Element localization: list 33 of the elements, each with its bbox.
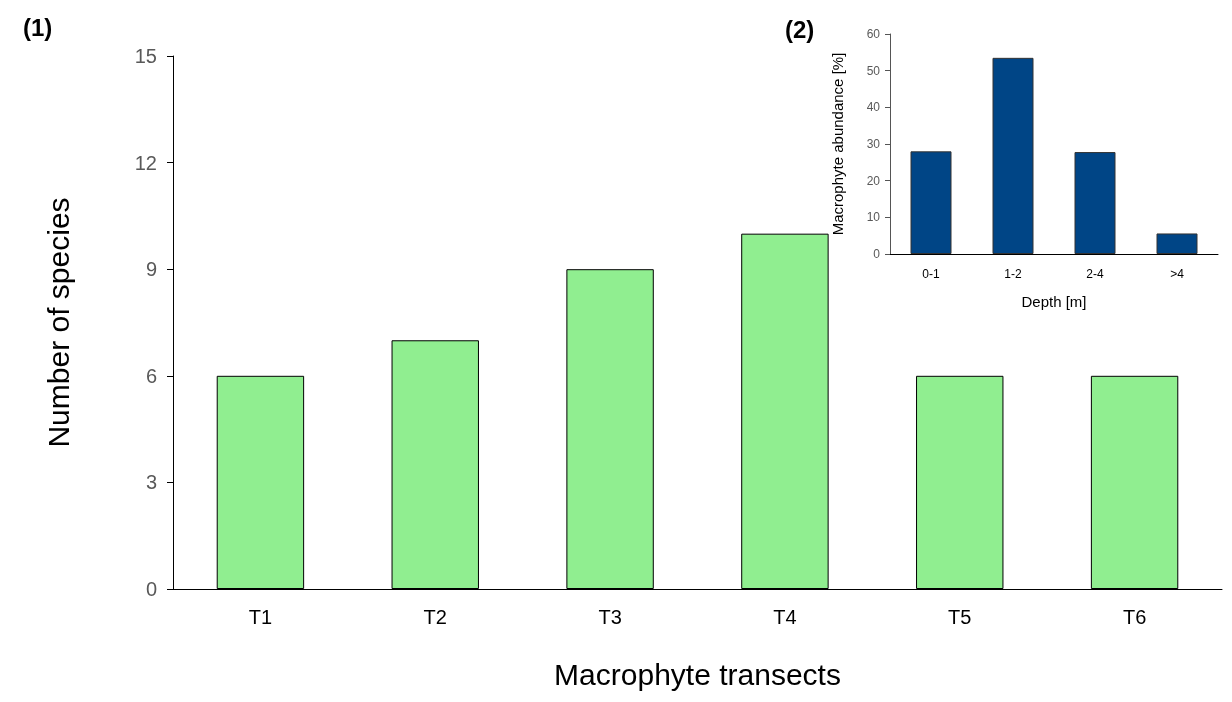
y-tick-label: 3: [145, 471, 157, 494]
x-tick-label: 0-1: [922, 267, 940, 281]
y-tick-label: 30: [866, 137, 881, 151]
x-tick-label: T4: [773, 606, 797, 628]
x-tick-label: >4: [1170, 267, 1185, 281]
y-axis-title: Macrophyte abundance [%]: [829, 52, 846, 236]
bar: [1156, 233, 1198, 254]
chart-title: (1): [23, 13, 53, 41]
x-axis-title: Macrophyte transects: [554, 657, 841, 691]
x-tick-label: T5: [948, 606, 972, 628]
y-tick-label: 0: [873, 247, 881, 261]
y-tick-label: 9: [145, 258, 157, 281]
bar: [992, 57, 1034, 254]
bar: [1074, 152, 1116, 254]
bar: [910, 151, 952, 254]
y-tick-label: 40: [866, 100, 881, 115]
y-tick-label: 15: [134, 45, 157, 67]
y-tick-label: 10: [866, 210, 881, 225]
y-tick-label: 20: [866, 173, 881, 188]
y-tick-label: 50: [866, 63, 881, 78]
x-tick-label: T2: [423, 606, 447, 628]
x-tick-label: T3: [598, 606, 622, 628]
x-tick-label: T6: [1122, 606, 1147, 628]
y-tick-label: 0: [145, 578, 157, 600]
x-axis-title: Depth [m]: [1021, 293, 1087, 310]
y-tick-label: 60: [866, 27, 881, 41]
x-tick-label: T1: [248, 606, 273, 628]
y-tick-label: 12: [134, 151, 157, 174]
x-tick-label: 1-2: [1004, 267, 1022, 281]
y-tick-label: 6: [145, 364, 157, 387]
y-axis-title: Number of species: [41, 197, 75, 448]
x-tick-label: 2-4: [1086, 267, 1104, 281]
chart-title: (2): [785, 15, 815, 43]
